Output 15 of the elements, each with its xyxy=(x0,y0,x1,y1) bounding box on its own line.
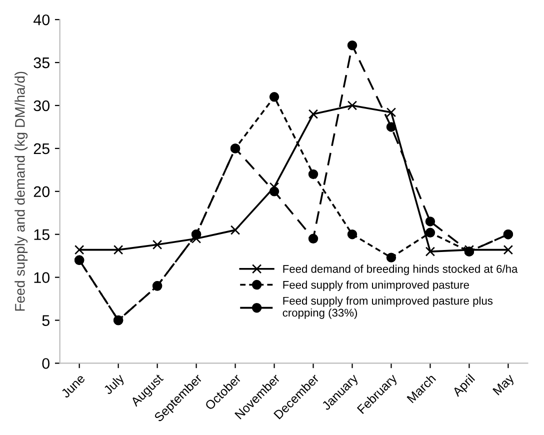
y-tick-label: 35 xyxy=(34,57,50,68)
y-tick-label: 15 xyxy=(34,229,50,240)
legend-label: Feed supply from unimproved pasture plus cropping (33%) xyxy=(282,296,493,319)
y-tick-label: 5 xyxy=(42,315,50,326)
y-tick-label: 20 xyxy=(34,186,50,198)
y-tick-label: 40 xyxy=(33,14,50,26)
y-tick-label: 25 xyxy=(34,143,50,154)
y-axis-title: Feed supply and demand (kg DM/ha/d) xyxy=(14,72,28,311)
legend-label: Feed demand of breeding hinds stocked at 6/ha xyxy=(283,264,518,276)
x-tick-label: July xyxy=(102,372,127,397)
x-tick-label: May xyxy=(492,373,516,398)
y-tick-label: 30 xyxy=(34,100,50,112)
y-tick-label: 10 xyxy=(34,272,50,283)
y-tick-label: 0 xyxy=(42,358,50,369)
legend-label: Feed supply from unimproved pasture xyxy=(283,280,469,291)
